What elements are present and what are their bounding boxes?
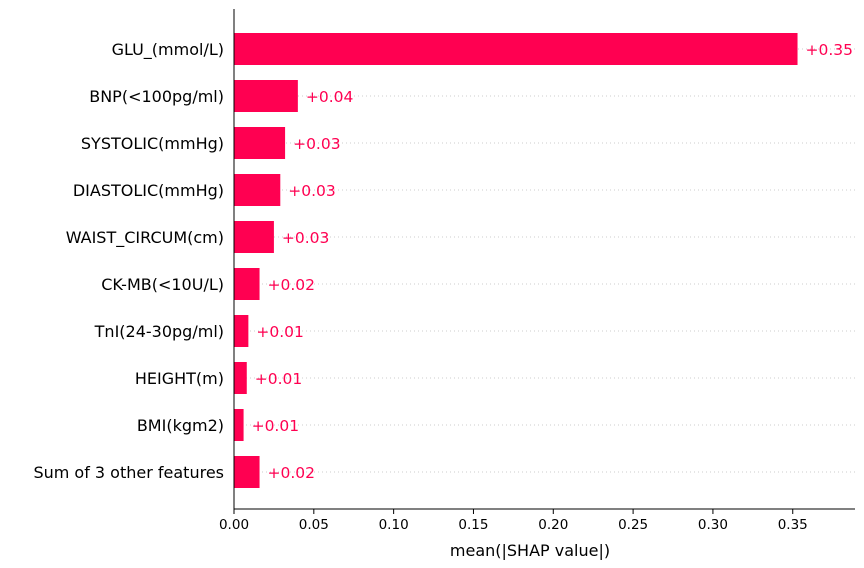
value-label: +0.03	[282, 229, 330, 247]
x-tick-label: 0.30	[698, 517, 728, 533]
value-label: +0.01	[252, 417, 300, 435]
x-tick-label: 0.05	[299, 517, 329, 533]
bar	[234, 315, 249, 347]
bar	[234, 174, 281, 206]
value-label: +0.03	[288, 182, 336, 200]
category-label: GLU_(mmol/L)	[112, 40, 224, 60]
category-label: Sum of 3 other features	[33, 463, 224, 482]
x-ticks: 0.00 0.05 0.10 0.15 0.20 0.25 0.30 0.35	[219, 509, 808, 533]
value-label: +0.04	[306, 88, 354, 106]
x-tick-label: 0.00	[219, 517, 249, 533]
bar	[234, 33, 798, 65]
category-label: CK-MB(<10U/L)	[101, 275, 224, 294]
value-label: +0.01	[255, 370, 303, 388]
bar	[234, 456, 260, 488]
value-labels: +0.35 +0.04 +0.03 +0.03 +0.03 +0.02 +0.01 +0.01…	[252, 41, 853, 482]
x-tick-label: 0.20	[538, 517, 568, 533]
bar	[234, 362, 247, 394]
bar	[234, 80, 298, 112]
category-label: DIASTOLIC(mmHg)	[73, 181, 224, 200]
bar	[234, 268, 260, 300]
x-axis-title: mean(|SHAP value|)	[450, 541, 610, 560]
axes	[233, 9, 855, 510]
x-tick-label: 0.10	[379, 517, 409, 533]
grid-lines	[234, 48, 855, 473]
x-tick-label: 0.15	[458, 517, 488, 533]
x-tick-label: 0.25	[618, 517, 648, 533]
value-label: +0.02	[268, 276, 316, 294]
category-label: TnI(24-30pg/ml)	[94, 322, 224, 341]
bar	[234, 409, 244, 441]
category-label: HEIGHT(m)	[135, 369, 224, 388]
bar	[234, 127, 286, 159]
value-label: +0.01	[256, 323, 304, 341]
bar	[234, 221, 274, 253]
value-label: +0.35	[806, 41, 854, 59]
category-label: BNP(<100pg/ml)	[89, 87, 224, 106]
category-label: WAIST_CIRCUM(cm)	[66, 228, 224, 248]
x-tick-label: 0.35	[778, 517, 808, 533]
category-label: BMI(kgm2)	[137, 416, 224, 435]
category-labels: GLU_(mmol/L) BNP(<100pg/ml) SYSTOLIC(mmHg)…	[33, 40, 224, 482]
value-label: +0.02	[268, 464, 316, 482]
bars	[234, 33, 798, 488]
category-label: SYSTOLIC(mmHg)	[81, 134, 224, 153]
value-label: +0.03	[293, 135, 341, 153]
